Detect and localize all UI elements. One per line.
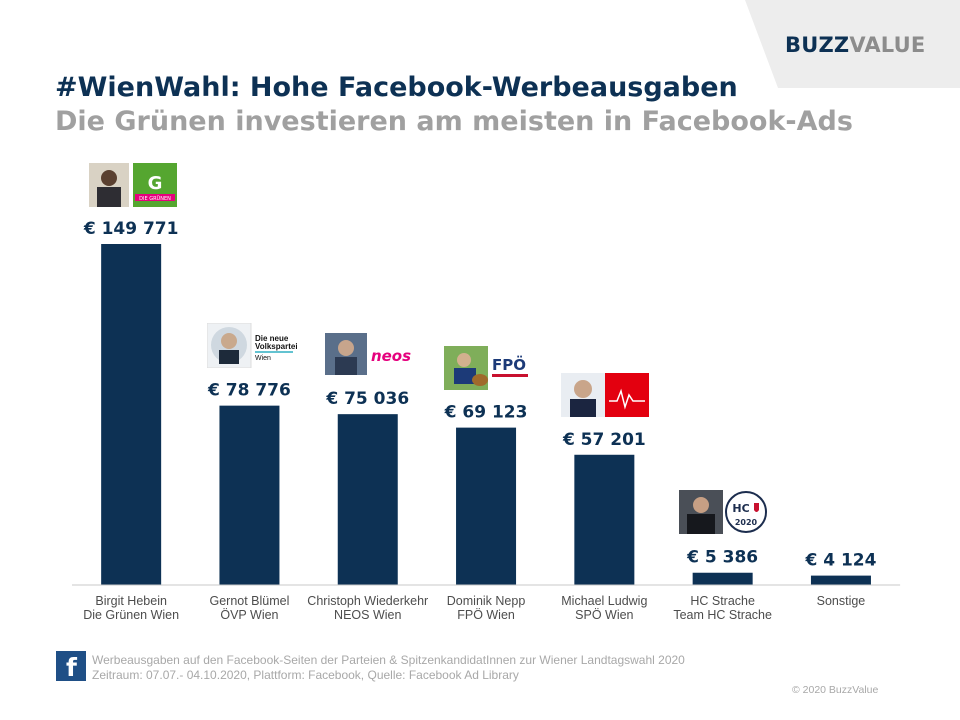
- spoe-logo: [561, 373, 649, 417]
- source-line-2: Zeitraum: 07.07.- 04.10.2020, Plattform:…: [92, 668, 519, 682]
- bar: [101, 244, 162, 585]
- source-note: Werbeausgaben auf den Facebook-Seiten de…: [92, 653, 685, 683]
- oevp-logo-line3: Wien: [255, 355, 271, 362]
- source-line-1: Werbeausgaben auf den Facebook-Seiten de…: [92, 653, 685, 667]
- neos-logo: neos: [325, 333, 411, 375]
- data-label: € 69 123: [444, 403, 528, 423]
- neos-logo-text: neos: [371, 347, 411, 365]
- category-label: FPÖ Wien: [457, 608, 515, 622]
- svg-text:G: G: [148, 173, 163, 194]
- hc-logo: HC 2020: [679, 490, 767, 534]
- fpoe-logo-text: FPÖ: [492, 355, 526, 374]
- category-label: Christoph Wiederkehr: [307, 594, 428, 608]
- category-label: Birgit Hebein: [95, 594, 167, 608]
- data-label: € 4 124: [804, 551, 876, 571]
- category-label: Die Grünen Wien: [83, 608, 179, 622]
- fpoe-logo: FPÖ: [444, 346, 528, 390]
- bar: [810, 575, 871, 585]
- oevp-logo-line2: Volkspartei: [255, 342, 297, 351]
- oevp-logo-line1: Die neue: [255, 334, 289, 343]
- bar: [337, 414, 398, 585]
- brand-logo: BUZZVALUE: [785, 33, 925, 57]
- hc-logo-year: 2020: [735, 518, 758, 527]
- category-label: HC Strache: [690, 594, 755, 608]
- category-label: Michael Ludwig: [561, 594, 647, 608]
- copyright: © 2020 BuzzValue: [792, 684, 879, 696]
- category-label: SPÖ Wien: [575, 608, 633, 622]
- facebook-icon: f: [56, 651, 86, 682]
- hc-logo-text: HC: [732, 502, 749, 515]
- bar: [456, 427, 517, 585]
- data-label: € 57 201: [562, 430, 646, 450]
- category-label: ÖVP Wien: [220, 608, 278, 622]
- gruene-logo: G DIE GRÜNEN: [89, 163, 177, 207]
- category-label: Gernot Blümel: [209, 594, 289, 608]
- bar: [692, 572, 753, 585]
- category-label: Dominik Nepp: [447, 594, 526, 608]
- bar: [219, 405, 280, 585]
- category-label: Team HC Strache: [673, 608, 772, 622]
- chart-title: #WienWahl: Hohe Facebook-Werbeausgaben: [55, 72, 738, 103]
- gruene-logo-text: DIE GRÜNEN: [139, 195, 171, 202]
- brand-part-buzz: BUZZ: [785, 33, 850, 57]
- chart-subtitle: Die Grünen investieren am meisten in Fac…: [55, 106, 853, 137]
- data-label: € 78 776: [207, 381, 291, 401]
- category-label: Sonstige: [817, 594, 866, 608]
- data-label: € 5 386: [686, 548, 758, 568]
- category-label: NEOS Wien: [334, 608, 401, 622]
- data-label: € 149 771: [83, 219, 179, 239]
- oevp-logo: Die neue Volkspartei Wien: [207, 323, 297, 368]
- data-label: € 75 036: [325, 389, 409, 409]
- bar: [574, 454, 635, 585]
- brand-part-value: VALUE: [849, 33, 926, 57]
